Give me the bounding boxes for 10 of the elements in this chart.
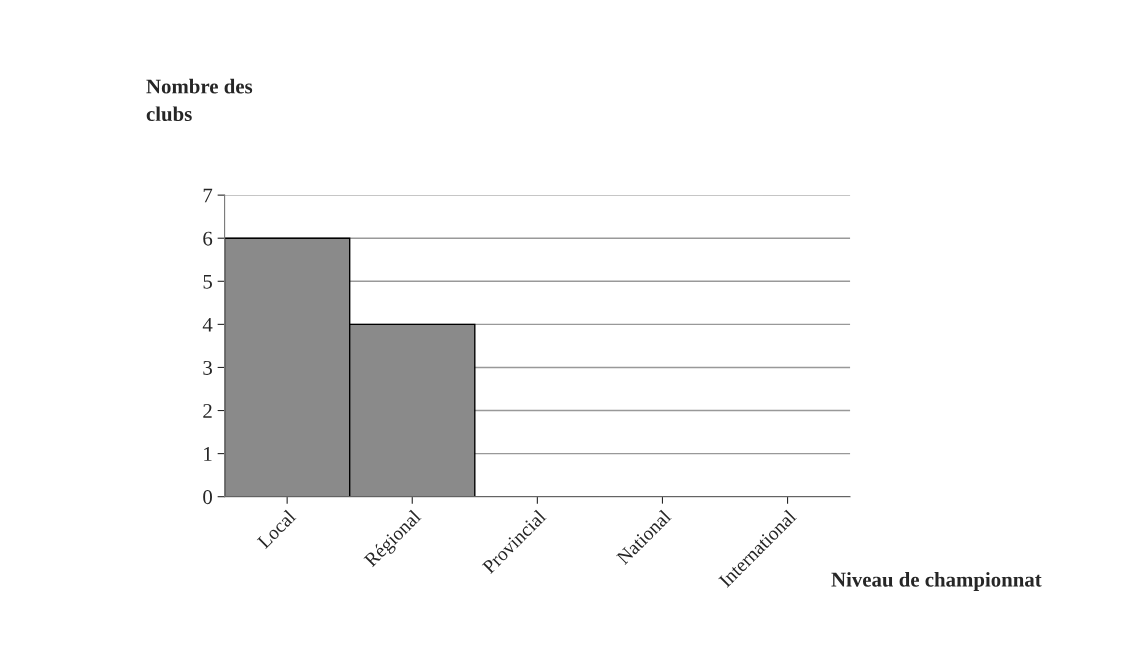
y-tick-label: 0 <box>203 490 212 505</box>
y-tick-label: 3 <box>203 360 212 375</box>
y-axis-title: Nombre des clubs <box>146 78 253 122</box>
x-axis-title: Niveau de championnat <box>831 572 1042 591</box>
y-tick-label: 7 <box>203 188 213 203</box>
y-tick-label: 5 <box>203 274 212 289</box>
y-tick-label: 4 <box>202 317 213 332</box>
y-tick-label: 1 <box>204 447 212 461</box>
y-tick-label: 2 <box>203 403 212 418</box>
y-tick-label: 6 <box>203 231 213 246</box>
